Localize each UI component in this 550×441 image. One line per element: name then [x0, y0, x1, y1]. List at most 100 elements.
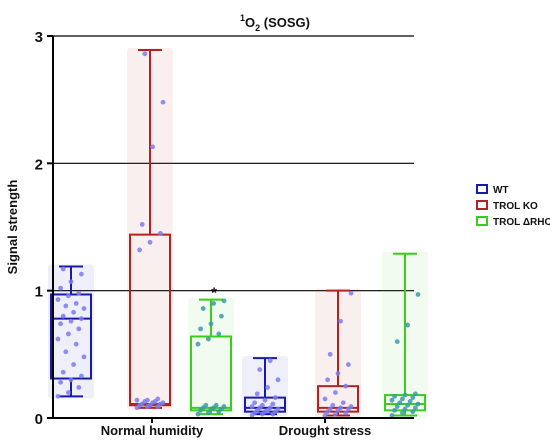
data-point [325, 377, 330, 383]
reference-lines [53, 35, 414, 292]
data-point [139, 222, 145, 227]
plot-area: * [48, 48, 428, 418]
data-point [60, 266, 66, 272]
data-point [405, 402, 410, 408]
data-point [348, 290, 354, 296]
data-point [60, 369, 66, 375]
data-point [257, 367, 263, 373]
data-point [63, 349, 69, 355]
data-point [55, 297, 61, 302]
y-tick-label: 2 [35, 156, 43, 173]
data-point [206, 336, 211, 342]
data-point [76, 385, 82, 390]
data-point [343, 383, 349, 389]
data-point [254, 391, 260, 397]
box-trol-ko-0 [127, 48, 173, 411]
title-superscript: 1 [240, 13, 245, 23]
data-point [60, 313, 66, 319]
data-point [330, 402, 336, 408]
y-tick-label: 3 [35, 29, 43, 46]
data-point [216, 331, 222, 337]
data-point [249, 404, 255, 409]
data-point [134, 397, 140, 403]
data-point [338, 405, 343, 411]
data-point [71, 362, 76, 367]
data-point [252, 400, 257, 406]
data-point [413, 405, 418, 411]
data-point [338, 318, 343, 324]
box-wt-1 [242, 356, 288, 418]
data-point [273, 395, 278, 401]
data-point [68, 279, 74, 285]
data-point [68, 377, 74, 383]
data-point [400, 410, 405, 416]
data-point [346, 362, 351, 367]
data-point [160, 400, 166, 406]
data-point [145, 397, 150, 403]
data-point [402, 406, 408, 412]
data-point [275, 406, 281, 412]
data-point [58, 321, 63, 327]
box-trol-rho-1 [382, 251, 428, 418]
x-category-label: Drought stress [279, 423, 371, 438]
box-trol-rho-0 [188, 297, 234, 417]
data-point [81, 306, 87, 311]
axes: 0 1 2 3 Normal humidity Drought stress [35, 29, 414, 438]
data-point [394, 339, 400, 344]
data-point [58, 379, 63, 385]
legend: WT TROL KO TROL ΔRHO [476, 184, 550, 228]
data-point [58, 285, 63, 291]
data-point [150, 144, 156, 150]
data-point [267, 405, 273, 411]
data-point [340, 400, 346, 406]
data-point [405, 322, 410, 328]
y-tick-label: 0 [35, 411, 43, 428]
data-point [333, 390, 338, 395]
data-point [79, 271, 84, 277]
data-point [68, 318, 74, 324]
data-point [147, 239, 153, 245]
data-point [200, 306, 206, 311]
data-point [158, 230, 163, 236]
significance-marker: * [211, 285, 217, 302]
data-point [66, 390, 71, 395]
data-point [348, 404, 354, 409]
chart-title: 1O2 (SOSG) [240, 13, 310, 33]
data-point [142, 51, 148, 57]
data-point [137, 247, 143, 253]
data-point [265, 385, 270, 390]
data-point [79, 373, 84, 379]
legend-swatch [476, 216, 488, 226]
data-point [55, 336, 61, 342]
y-tick-label: 1 [35, 284, 43, 301]
data-point [203, 402, 209, 408]
title-tail: (SOSG) [260, 15, 310, 30]
data-point [410, 395, 416, 401]
legend-swatch [476, 184, 488, 194]
data-point [55, 393, 61, 399]
data-point [270, 401, 276, 407]
data-point [195, 341, 201, 347]
y-axis-label: Signal strength [5, 180, 20, 275]
data-point [327, 351, 333, 357]
data-point [407, 399, 413, 404]
data-point [79, 316, 84, 322]
data-point [71, 309, 76, 315]
x-category-label: Normal humidity [101, 423, 204, 438]
legend-label: TROL KO [493, 201, 538, 212]
title-main: O [245, 15, 255, 30]
data-point [260, 402, 265, 408]
data-point [160, 99, 166, 105]
data-point [335, 371, 341, 376]
title-subscript: 2 [255, 23, 260, 33]
legend-swatch [476, 200, 488, 210]
data-point [195, 411, 201, 417]
data-point [389, 397, 395, 403]
data-point [219, 313, 224, 319]
legend-label: WT [493, 185, 509, 196]
data-point [327, 406, 333, 412]
data-point [410, 409, 416, 415]
data-point [76, 326, 82, 332]
data-point [66, 331, 71, 337]
